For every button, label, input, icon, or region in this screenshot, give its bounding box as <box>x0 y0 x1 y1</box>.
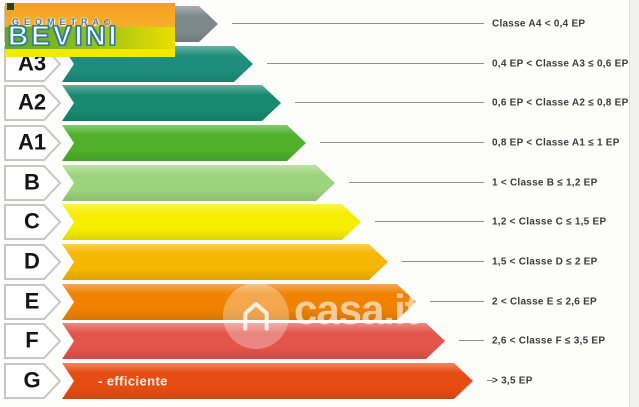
logo-geometra-text: GEOMETRA© <box>12 17 110 27</box>
range-label: 1 < Classe B ≤ 1,2 EP <box>492 177 598 189</box>
class-label: F <box>25 327 39 353</box>
watermark-text: casa.it <box>294 286 419 333</box>
connector-line <box>459 340 484 341</box>
class-badge: F <box>4 323 62 359</box>
range-label: 2,6 < Classe F ≤ 3,5 EP <box>492 335 606 347</box>
class-label: A3 <box>17 50 47 76</box>
energy-row-a2: A2 0,6 EP < Classe A2 ≤ 0,8 EP <box>0 85 639 121</box>
class-label: A1 <box>17 129 47 155</box>
watermark-circle <box>223 283 289 349</box>
class-badge: G <box>4 363 62 399</box>
class-arrow <box>62 244 388 280</box>
class-label: D <box>24 248 40 274</box>
range-label: Classe A4 < 0,4 EP <box>492 18 586 30</box>
efficiency-note: - efficiente <box>98 373 168 389</box>
range-label: > 3,5 EP <box>492 375 533 387</box>
range-label: 0,6 EP < Classe A2 ≤ 0,8 EP <box>492 97 629 109</box>
logo-top-band <box>5 3 175 27</box>
logo-bevini-text: BEVINI <box>7 20 120 51</box>
logo-copyright-mark: © <box>104 18 110 27</box>
energy-row-d: D 1,5 < Classe D ≤ 2 EP <box>0 244 639 280</box>
class-badge-shape <box>4 204 62 240</box>
connector-line <box>375 221 484 222</box>
class-arrow: - efficiente <box>62 363 473 399</box>
class-arrow <box>62 165 335 201</box>
geometra-label: GEOMETRA <box>12 17 105 27</box>
connector-line <box>295 102 484 103</box>
connector-line <box>430 301 484 302</box>
logo-main-band <box>5 27 175 49</box>
class-arrow <box>62 284 416 320</box>
class-label: A2 <box>17 89 47 115</box>
class-badge-shape <box>4 323 62 359</box>
class-label: C <box>24 208 40 234</box>
image-right-edge <box>629 0 639 407</box>
connector-line <box>267 63 484 64</box>
class-badge-shape <box>4 244 62 280</box>
connector-line <box>487 380 493 381</box>
logo-corner-square <box>7 3 14 10</box>
class-badge: E <box>4 284 62 320</box>
energy-row-g: G - efficiente > 3,5 EP <box>0 363 639 399</box>
house-icon <box>243 302 269 331</box>
connector-line <box>349 182 484 183</box>
class-badge-shape <box>4 165 62 201</box>
energy-row-a1: A1 0,8 EP < Classe A1 ≤ 1 EP <box>0 125 639 161</box>
class-badge: D <box>4 244 62 280</box>
connector-line <box>402 261 484 262</box>
energy-row-c: C 1,2 < Classe C ≤ 1,5 EP <box>0 204 639 240</box>
class-label: B <box>24 169 40 195</box>
range-label: 2 < Classe E ≤ 2,6 EP <box>492 296 597 308</box>
agency-logo: GEOMETRA© BEVINI <box>5 3 175 57</box>
class-badge: B <box>4 165 62 201</box>
connector-line <box>232 23 484 24</box>
class-arrow <box>62 323 445 359</box>
range-label: 0,4 EP < Classe A3 ≤ 0,6 EP <box>492 58 629 70</box>
energy-row-e: E 2 < Classe E ≤ 2,6 EP <box>0 284 639 320</box>
energy-row-b: B 1 < Classe B ≤ 1,2 EP <box>0 165 639 201</box>
class-badge-shape <box>4 85 62 121</box>
class-badge-shape <box>4 125 62 161</box>
class-arrow <box>62 85 281 121</box>
connector-line <box>320 142 484 143</box>
class-arrow <box>62 204 361 240</box>
class-arrow <box>62 125 306 161</box>
class-label: G <box>23 367 41 393</box>
range-label: 1,5 < Classe D ≤ 2 EP <box>492 256 598 268</box>
range-label: 0,8 EP < Classe A1 ≤ 1 EP <box>492 137 620 149</box>
class-label: E <box>24 288 40 314</box>
class-badge: A1 <box>4 125 62 161</box>
range-label: 1,2 < Classe C ≤ 1,5 EP <box>492 216 607 228</box>
class-badge-shape <box>4 363 62 399</box>
energy-row-f: F 2,6 < Classe F ≤ 3,5 EP <box>0 323 639 359</box>
class-badge: C <box>4 204 62 240</box>
logo-bottom-band <box>5 49 175 57</box>
class-badge-shape <box>4 284 62 320</box>
class-badge: A2 <box>4 85 62 121</box>
